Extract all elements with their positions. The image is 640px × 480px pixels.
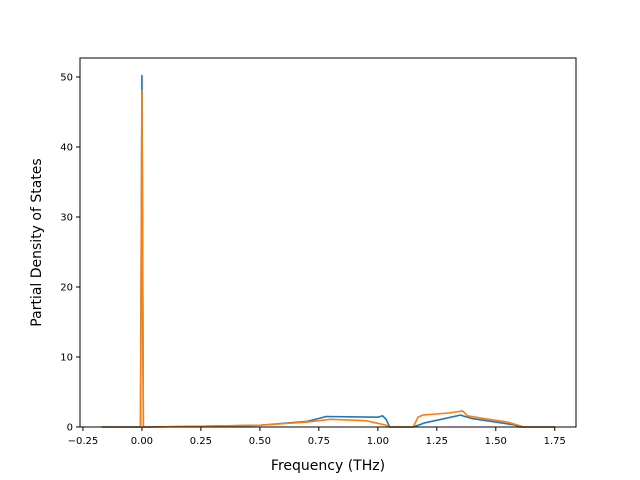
y-tick-label: 30: [60, 212, 73, 223]
x-tick-label: 1.75: [544, 436, 566, 447]
y-tick-label: 20: [60, 282, 73, 293]
x-tick-label: 0.00: [131, 436, 153, 447]
x-tick-label: 1.50: [485, 436, 507, 447]
x-tick-label: −0.25: [68, 436, 99, 447]
series-layer: [101, 74, 555, 428]
x-tick-label: 1.25: [426, 436, 448, 447]
y-tick-label: 40: [60, 142, 73, 153]
y-axis-ticks: 0 10 20 30 40 50: [60, 72, 80, 434]
y-tick-label: 0: [67, 423, 73, 434]
y-tick-label: 10: [60, 352, 73, 363]
series-line-2: [101, 90, 555, 428]
x-axis-ticks: −0.25 0.00 0.25 0.50 0.75 1.00 1.25 1.50 1.75: [68, 427, 566, 447]
x-axis-label: Frequency (THz): [271, 458, 385, 474]
x-tick-label: 1.00: [367, 436, 389, 447]
plot-frame: [79, 57, 577, 428]
series-line-1: [101, 74, 555, 428]
y-axis-label: Partial Density of States: [29, 158, 45, 326]
y-tick-label: 50: [60, 72, 73, 83]
x-tick-label: 0.75: [308, 436, 330, 447]
x-tick-label: 0.50: [249, 436, 271, 447]
x-tick-label: 0.25: [190, 436, 212, 447]
